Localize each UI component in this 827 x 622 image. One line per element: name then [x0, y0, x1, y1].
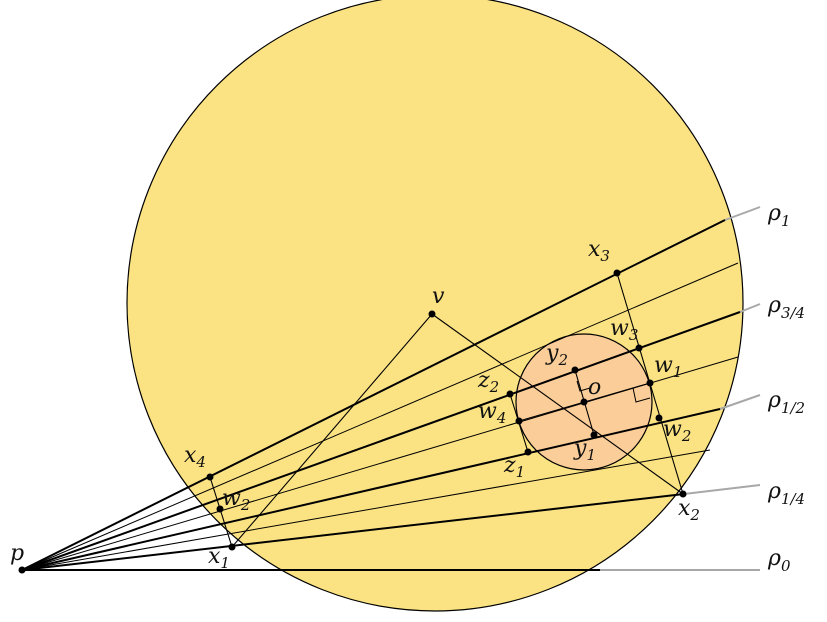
- point-y2: [571, 366, 579, 374]
- point-x4: [206, 473, 214, 481]
- ray-rho1: [21, 219, 726, 571]
- label-y2: y2: [545, 341, 568, 369]
- point-y1: [590, 431, 598, 439]
- main-rays: [21, 219, 741, 571]
- ray-rho34: [21, 311, 741, 571]
- ray-extensions: [600, 206, 761, 571]
- label-w3: w3: [610, 316, 638, 344]
- label-x4: x4: [184, 443, 206, 471]
- label-o: o: [588, 375, 601, 400]
- label-x3: x3: [588, 237, 610, 265]
- point-w2-right: [655, 414, 663, 422]
- point-x1: [228, 543, 236, 551]
- point-w3: [635, 344, 643, 352]
- label-z2: z2: [477, 368, 499, 396]
- label-w2-right: w2: [663, 417, 691, 445]
- label-x1: x1: [208, 544, 230, 572]
- label-rho14: ρ1/4: [767, 479, 805, 508]
- points: [18, 269, 687, 574]
- point-w4: [515, 417, 523, 425]
- label-w1: w1: [654, 353, 682, 381]
- right-angle-marks: [576, 380, 651, 403]
- label-z1: z1: [503, 453, 525, 481]
- label-v: v: [432, 284, 445, 309]
- label-y1: y1: [573, 436, 596, 464]
- point-z2: [506, 390, 514, 398]
- point-x3: [613, 269, 621, 277]
- point-o: [580, 398, 588, 406]
- point-x2: [679, 490, 687, 498]
- point-p: [18, 566, 26, 574]
- label-w2-left: w2: [222, 486, 250, 514]
- labels: p v o x1 x2 x3 x4 y1 y2 z1 z2 w1 w2 w2 w…: [10, 201, 805, 575]
- point-z1: [524, 448, 532, 456]
- point-w1: [646, 379, 654, 387]
- label-x2: x2: [678, 496, 700, 524]
- ray-rho14: [21, 493, 685, 571]
- point-w2-left: [216, 505, 224, 513]
- label-rho12: ρ1/2: [767, 388, 805, 417]
- label-p: p: [10, 541, 24, 566]
- label-w4: w4: [478, 399, 506, 427]
- label-rho0: ρ0: [767, 546, 791, 575]
- label-rho34: ρ3/4: [767, 293, 805, 322]
- point-v: [428, 310, 436, 318]
- ray-rho12: [21, 408, 721, 571]
- label-rho1: ρ1: [767, 201, 790, 230]
